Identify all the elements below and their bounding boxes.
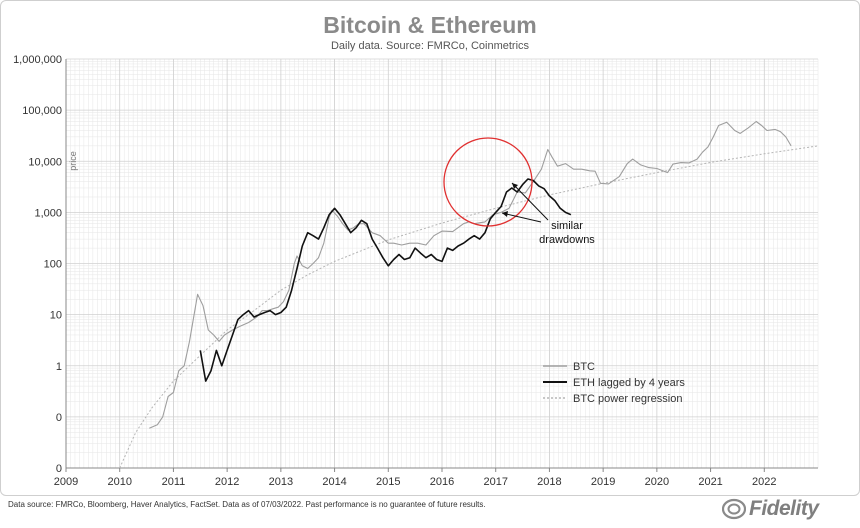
x-tick-label: 2014 xyxy=(322,476,346,488)
y-tick-label: 0 xyxy=(56,463,62,475)
chart-title: Bitcoin & Ethereum xyxy=(323,12,537,38)
fidelity-logo-text: Fidelity xyxy=(749,497,819,520)
y-tick-label: 1,000,000 xyxy=(13,54,62,66)
annotation-arrowhead xyxy=(502,211,508,217)
y-axis-label: price xyxy=(68,151,78,171)
fidelity-logo-icon xyxy=(722,498,746,520)
x-tick-label: 2022 xyxy=(752,476,776,488)
drawdown-annotation: similar drawdowns xyxy=(501,182,595,246)
x-tick-label: 2021 xyxy=(698,476,722,488)
eth-line xyxy=(199,178,572,382)
x-tick-label: 2018 xyxy=(537,476,561,488)
x-tick-label: 2013 xyxy=(269,476,293,488)
x-tick-label: 2019 xyxy=(591,476,615,488)
annotation-text: drawdowns xyxy=(539,234,595,246)
x-tick-label: 2017 xyxy=(483,476,507,488)
x-tick-label: 2020 xyxy=(645,476,669,488)
legend: BTC ETH lagged by 4 years BTC power regres… xyxy=(543,361,685,405)
annotation-arrow xyxy=(501,212,542,223)
y-tick-label: 100,000 xyxy=(22,105,62,117)
chart-subtitle: Daily data. Source: FMRCo, Coinmetrics xyxy=(330,40,530,52)
y-tick-label: 1 xyxy=(56,361,62,373)
y-tick-label: 1,000 xyxy=(34,207,62,219)
annotation-arrowhead xyxy=(512,183,518,189)
regression-line xyxy=(119,145,819,469)
x-tick-label: 2015 xyxy=(376,476,400,488)
x-tick-label: 2012 xyxy=(215,476,239,488)
legend-label: BTC power regression xyxy=(573,393,682,405)
annotation-arrow xyxy=(511,182,549,221)
y-tick-label: 100 xyxy=(44,259,62,271)
footer-note: Data source: FMRCo, Bloomberg, Haver Ana… xyxy=(8,500,486,509)
legend-label: BTC xyxy=(573,361,595,373)
y-tick-label: 10,000 xyxy=(28,156,62,168)
x-tick-label: 2016 xyxy=(430,476,454,488)
y-tick-label: 10 xyxy=(50,310,62,322)
drawdown-highlight-circle xyxy=(443,137,533,227)
btc-line xyxy=(149,120,792,429)
annotation-text: similar xyxy=(551,220,583,232)
x-tick-label: 2010 xyxy=(107,476,131,488)
fidelity-logo: Fidelity xyxy=(722,496,819,522)
x-tick-label: 2009 xyxy=(54,476,78,488)
legend-label: ETH lagged by 4 years xyxy=(573,377,685,389)
y-tick-label: 0 xyxy=(56,412,62,424)
x-tick-label: 2011 xyxy=(162,476,186,488)
